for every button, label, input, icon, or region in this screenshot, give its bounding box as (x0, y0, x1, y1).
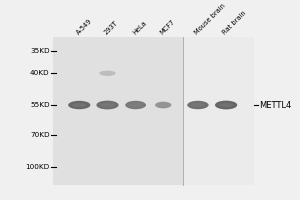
Ellipse shape (215, 101, 237, 109)
Text: 55KD: 55KD (30, 102, 50, 108)
Ellipse shape (96, 101, 118, 109)
Ellipse shape (155, 102, 171, 108)
Ellipse shape (72, 103, 86, 107)
Text: METTL4: METTL4 (259, 101, 291, 110)
Bar (52, 37, 182, 185)
Text: A-549: A-549 (75, 17, 93, 35)
Text: 100KD: 100KD (26, 164, 50, 170)
Text: MCF7: MCF7 (159, 18, 176, 35)
Ellipse shape (68, 101, 90, 109)
Bar (182, 37, 254, 185)
Ellipse shape (191, 103, 205, 107)
Ellipse shape (158, 104, 169, 107)
Ellipse shape (100, 103, 115, 107)
Ellipse shape (219, 103, 233, 107)
Ellipse shape (125, 101, 146, 109)
Text: HeLa: HeLa (131, 19, 148, 35)
Text: 293T: 293T (103, 19, 119, 35)
Ellipse shape (187, 101, 208, 109)
Text: 35KD: 35KD (30, 48, 50, 54)
Ellipse shape (99, 71, 116, 76)
Text: 70KD: 70KD (30, 132, 50, 138)
Text: Rat brain: Rat brain (222, 9, 248, 35)
Text: Mouse brain: Mouse brain (194, 2, 227, 35)
Text: 40KD: 40KD (30, 70, 50, 76)
Ellipse shape (129, 103, 142, 107)
